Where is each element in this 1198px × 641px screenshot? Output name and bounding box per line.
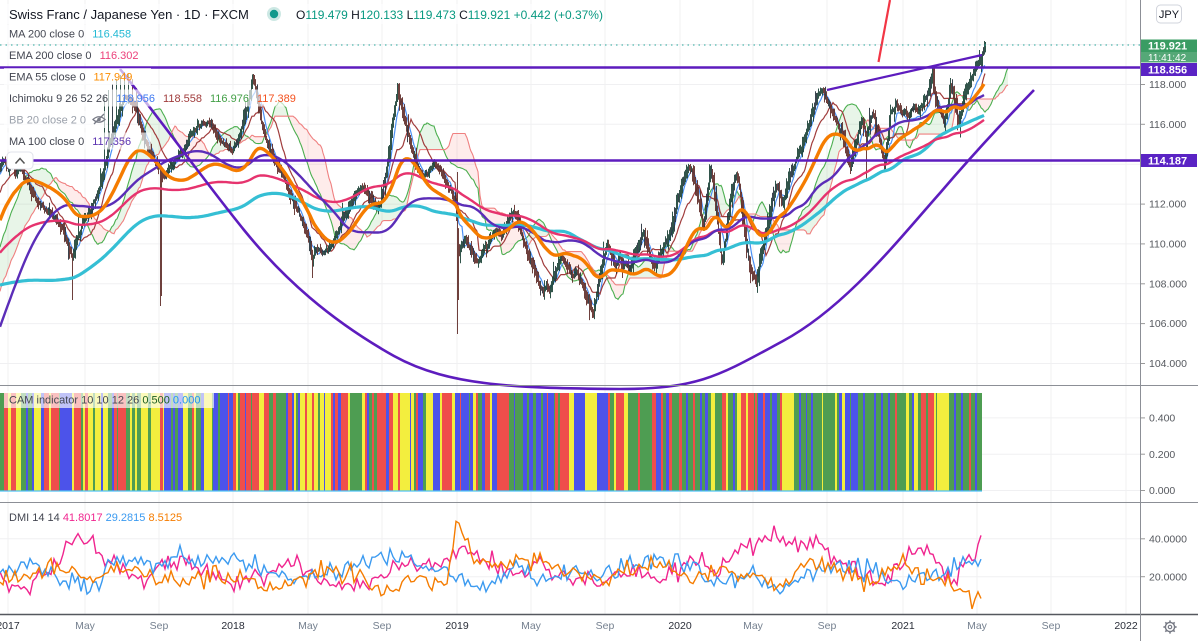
svg-text:May: May xyxy=(521,620,542,632)
svg-text:11:41:42: 11:41:42 xyxy=(1148,53,1187,64)
svg-text:2019: 2019 xyxy=(445,620,469,632)
svg-text:0.400: 0.400 xyxy=(1149,413,1175,425)
svg-text:JPY: JPY xyxy=(1159,9,1180,21)
svg-text:108.000: 108.000 xyxy=(1149,278,1187,290)
svg-text:0.000: 0.000 xyxy=(1149,485,1175,497)
svg-text:CAM indicator 10 10 12 26 0.5: CAM indicator 10 10 12 26 0.500 0.000 xyxy=(9,395,200,407)
svg-text:0.200: 0.200 xyxy=(1149,449,1175,461)
svg-text:O119.479 H120.133 L119.473 C11: O119.479 H120.133 L119.473 C119.921 +0.4… xyxy=(296,8,603,22)
svg-text:2020: 2020 xyxy=(668,620,692,632)
svg-text:May: May xyxy=(75,620,96,632)
svg-text:2021: 2021 xyxy=(891,620,915,632)
svg-text:116.000: 116.000 xyxy=(1149,119,1186,131)
svg-text:Sep: Sep xyxy=(1042,620,1061,632)
svg-text:104.000: 104.000 xyxy=(1149,358,1187,370)
svg-text:2018: 2018 xyxy=(221,620,245,632)
svg-text:20.0000: 20.0000 xyxy=(1149,571,1187,583)
svg-text:119.921: 119.921 xyxy=(1148,41,1187,53)
svg-text:Sep: Sep xyxy=(373,620,392,632)
svg-text:2017: 2017 xyxy=(0,620,20,632)
svg-text:112.000: 112.000 xyxy=(1149,199,1186,211)
svg-text:BB 20 close 2 0: BB 20 close 2 0 xyxy=(9,115,86,127)
svg-text:114.187: 114.187 xyxy=(1148,155,1187,167)
svg-text:May: May xyxy=(743,620,764,632)
svg-text:40.0000: 40.0000 xyxy=(1149,533,1187,545)
svg-text:Swiss Franc / Japanese Yen · 1: Swiss Franc / Japanese Yen · 1D · FXCM xyxy=(9,7,249,22)
svg-text:Sep: Sep xyxy=(150,620,169,632)
svg-text:110.000: 110.000 xyxy=(1149,239,1186,251)
svg-text:May: May xyxy=(967,620,988,632)
svg-text:Sep: Sep xyxy=(596,620,615,632)
svg-text:Sep: Sep xyxy=(818,620,837,632)
svg-text:106.000: 106.000 xyxy=(1149,318,1187,330)
svg-text:118.000: 118.000 xyxy=(1149,79,1186,91)
svg-text:DMI 14 14 41.8017 29.2815 8.5: DMI 14 14 41.8017 29.2815 8.5125 xyxy=(9,512,182,524)
svg-text:2022: 2022 xyxy=(1114,620,1138,632)
svg-text:May: May xyxy=(298,620,319,632)
svg-text:118.856: 118.856 xyxy=(1148,64,1187,76)
